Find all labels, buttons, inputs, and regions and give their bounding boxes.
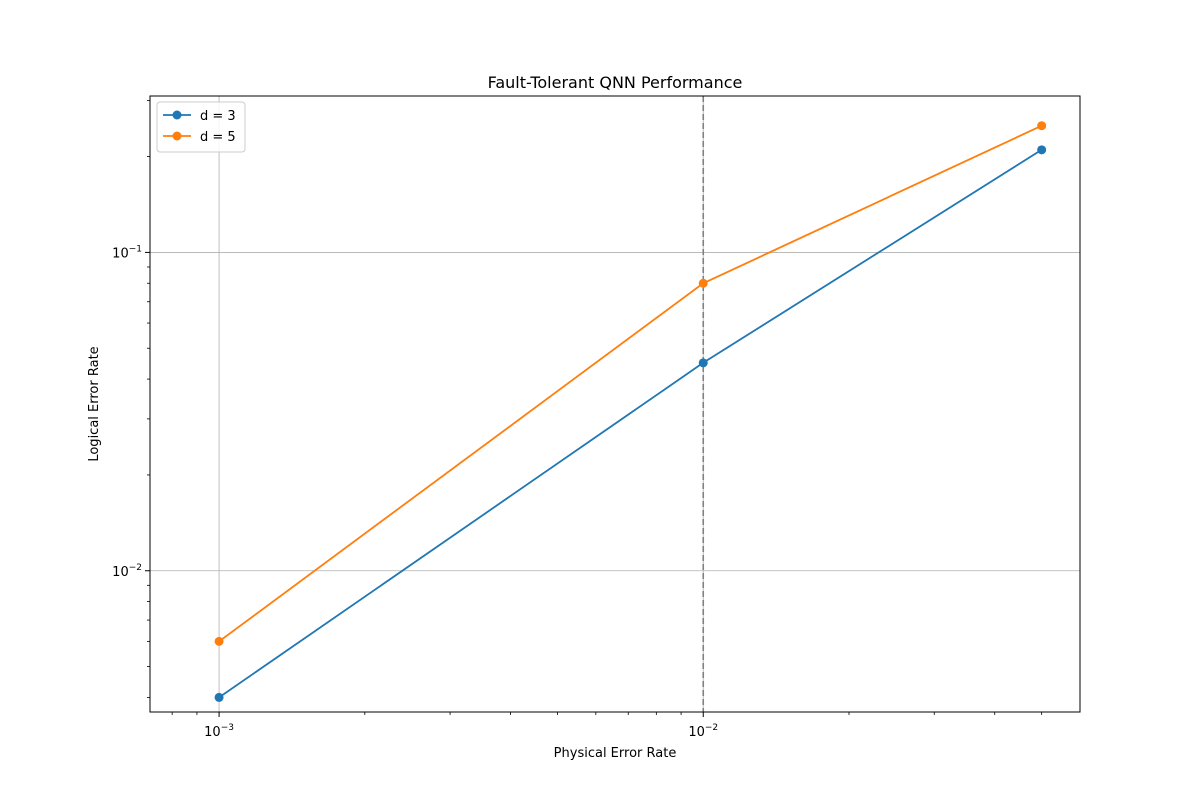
data-point (1037, 121, 1047, 131)
data-point (698, 278, 708, 288)
plot-frame (149, 95, 1081, 713)
tick-layer: 10−3 10−2 10−2 10−1 (112, 100, 1043, 740)
legend-label: d = 5 (200, 130, 236, 145)
x-tick-label: 10−2 (688, 723, 718, 740)
y-axis-label: Logical Error Rate (87, 346, 102, 461)
legend-marker (172, 131, 182, 141)
x-axis-label: Physical Error Rate (554, 746, 677, 761)
data-point (1037, 145, 1047, 155)
chart-title: Fault-Tolerant QNN Performance (488, 73, 743, 92)
series-layer (214, 121, 1047, 702)
data-point (214, 692, 224, 702)
data-point (214, 636, 224, 646)
y-tick-label: 10−2 (112, 563, 142, 580)
legend-label: d = 3 (200, 109, 236, 124)
legend-marker (172, 110, 182, 120)
data-point (698, 358, 708, 368)
legend: d = 3 d = 5 (156, 101, 246, 153)
y-tick-label: 10−1 (112, 244, 142, 261)
x-tick-label: 10−3 (204, 723, 234, 740)
